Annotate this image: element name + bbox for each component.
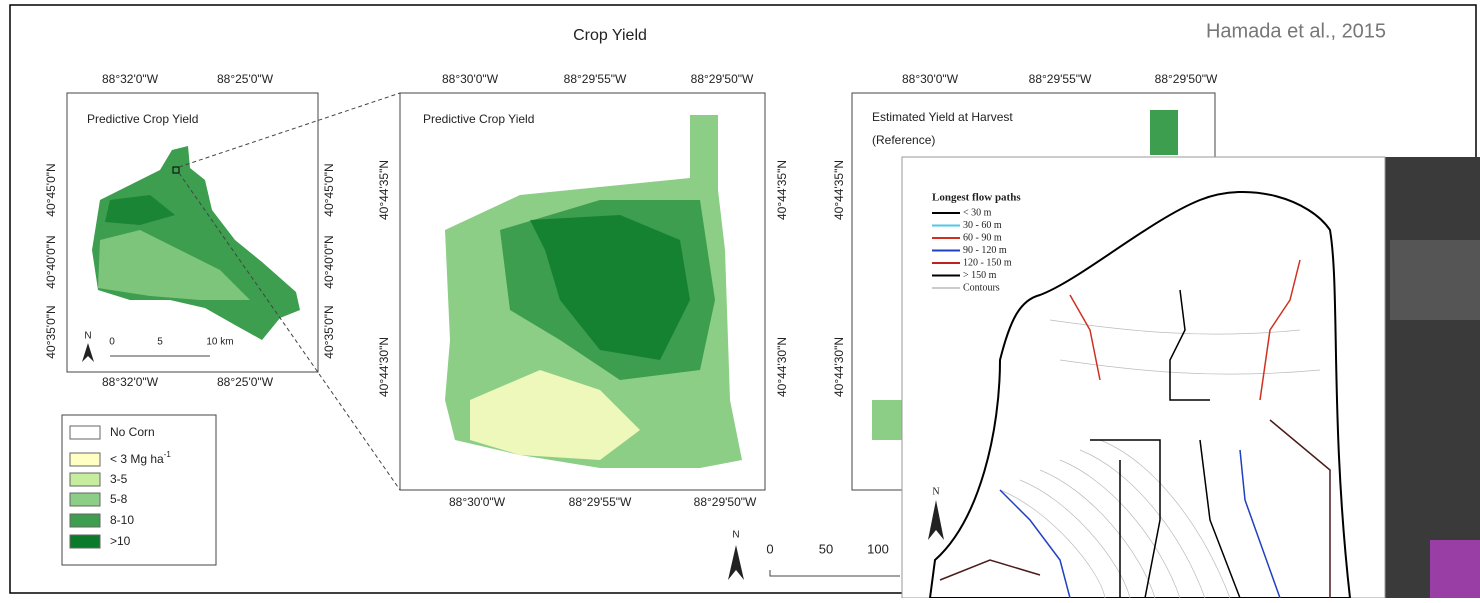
bottom-tick-label: 88°25'0"W bbox=[217, 375, 274, 389]
legend-label: 5-8 bbox=[110, 492, 128, 506]
scale-label: 100 bbox=[867, 541, 889, 556]
satellite-patch bbox=[1430, 540, 1480, 598]
right-tick-label: 40°35'0"N bbox=[322, 305, 336, 358]
scale-label: 10 km bbox=[206, 337, 233, 348]
legend-label-sup: -1 bbox=[164, 450, 172, 459]
page: {"header": {"title": "Crop Yield", "cred… bbox=[0, 0, 1480, 598]
top-tick-label: 88°29'50"W bbox=[691, 72, 754, 86]
left-tick-label: 40°35'0"N bbox=[44, 305, 58, 358]
legend-label-text: < 3 Mg ha bbox=[110, 452, 164, 466]
north-label: N bbox=[932, 486, 939, 497]
left-tick-label: 40°44'35"N bbox=[377, 160, 391, 220]
bottom-tick-label: 88°29'50"W bbox=[694, 495, 757, 509]
right-tick-label: 40°44'30"N bbox=[775, 337, 789, 397]
top-tick-label: 88°30'0"W bbox=[442, 72, 499, 86]
left-tick-label: 40°44'30"N bbox=[377, 337, 391, 397]
bottom-tick-label: 88°29'55"W bbox=[569, 495, 632, 509]
legend-swatch bbox=[70, 473, 100, 486]
legend-swatch bbox=[70, 514, 100, 527]
satellite-patch bbox=[1390, 240, 1480, 320]
right-tick-label: 40°44'35"N bbox=[775, 160, 789, 220]
field-map bbox=[1150, 110, 1178, 155]
map-title: Estimated Yield at Harvest bbox=[872, 110, 1013, 124]
top-tick-label: 88°29'55"W bbox=[564, 72, 627, 86]
right-tick-label: 40°40'0"N bbox=[322, 235, 336, 288]
scale-label: 0 bbox=[766, 541, 773, 556]
figure-title: Crop Yield bbox=[573, 27, 647, 44]
top-tick-label: 88°32'0"W bbox=[102, 72, 159, 86]
credit: Hamada et al., 2015 bbox=[1206, 20, 1386, 42]
left-tick-label: 40°40'0"N bbox=[44, 235, 58, 288]
flow-legend-title: Longest flow paths bbox=[932, 192, 1021, 204]
legend-swatch bbox=[70, 426, 100, 439]
left-tick-label: 40°44'35"N bbox=[832, 160, 846, 220]
flow-legend-label: 30 - 60 m bbox=[963, 220, 1002, 231]
map-title: Predictive Crop Yield bbox=[423, 112, 534, 126]
north-arrow bbox=[728, 545, 744, 580]
flow-legend-label: 90 - 120 m bbox=[963, 245, 1007, 256]
north-label: N bbox=[732, 530, 739, 541]
satellite-image bbox=[1385, 157, 1480, 598]
flow-legend-label: Contours bbox=[963, 282, 1000, 293]
field-map bbox=[872, 400, 902, 440]
legend-swatch bbox=[70, 453, 100, 466]
north-label: N bbox=[84, 331, 91, 342]
flow-legend-label: 60 - 90 m bbox=[963, 232, 1002, 243]
top-tick-label: 88°29'55"W bbox=[1029, 72, 1092, 86]
legend-label: No Corn bbox=[110, 425, 155, 439]
right-tick-label: 40°45'0"N bbox=[322, 163, 336, 216]
scale-label: 5 bbox=[157, 337, 163, 348]
scale-label: 0 bbox=[109, 337, 115, 348]
scale-bar bbox=[770, 570, 900, 576]
flow-legend-label: < 30 m bbox=[963, 207, 992, 218]
legend-label: 3-5 bbox=[110, 472, 128, 486]
bottom-tick-label: 88°30'0"W bbox=[449, 495, 506, 509]
scale-label: 50 bbox=[819, 541, 833, 556]
legend-label: >10 bbox=[110, 534, 131, 548]
legend-label: < 3 Mg ha-1 bbox=[110, 450, 171, 466]
figure: Crop Yield Hamada et al., 2015 Predictiv… bbox=[0, 0, 1480, 598]
top-tick-label: 88°25'0"W bbox=[217, 72, 274, 86]
top-tick-label: 88°29'50"W bbox=[1155, 72, 1218, 86]
flow-legend-label: > 150 m bbox=[963, 270, 997, 281]
map-title: Predictive Crop Yield bbox=[87, 112, 198, 126]
flow-legend-label: 120 - 150 m bbox=[963, 257, 1012, 268]
legend-label: 8-10 bbox=[110, 513, 134, 527]
map-subtitle: (Reference) bbox=[872, 133, 935, 147]
legend-swatch bbox=[70, 493, 100, 506]
left-tick-label: 40°45'0"N bbox=[44, 163, 58, 216]
legend-swatch bbox=[70, 535, 100, 548]
left-tick-label: 40°44'30"N bbox=[832, 337, 846, 397]
bottom-tick-label: 88°32'0"W bbox=[102, 375, 159, 389]
top-tick-label: 88°30'0"W bbox=[902, 72, 959, 86]
